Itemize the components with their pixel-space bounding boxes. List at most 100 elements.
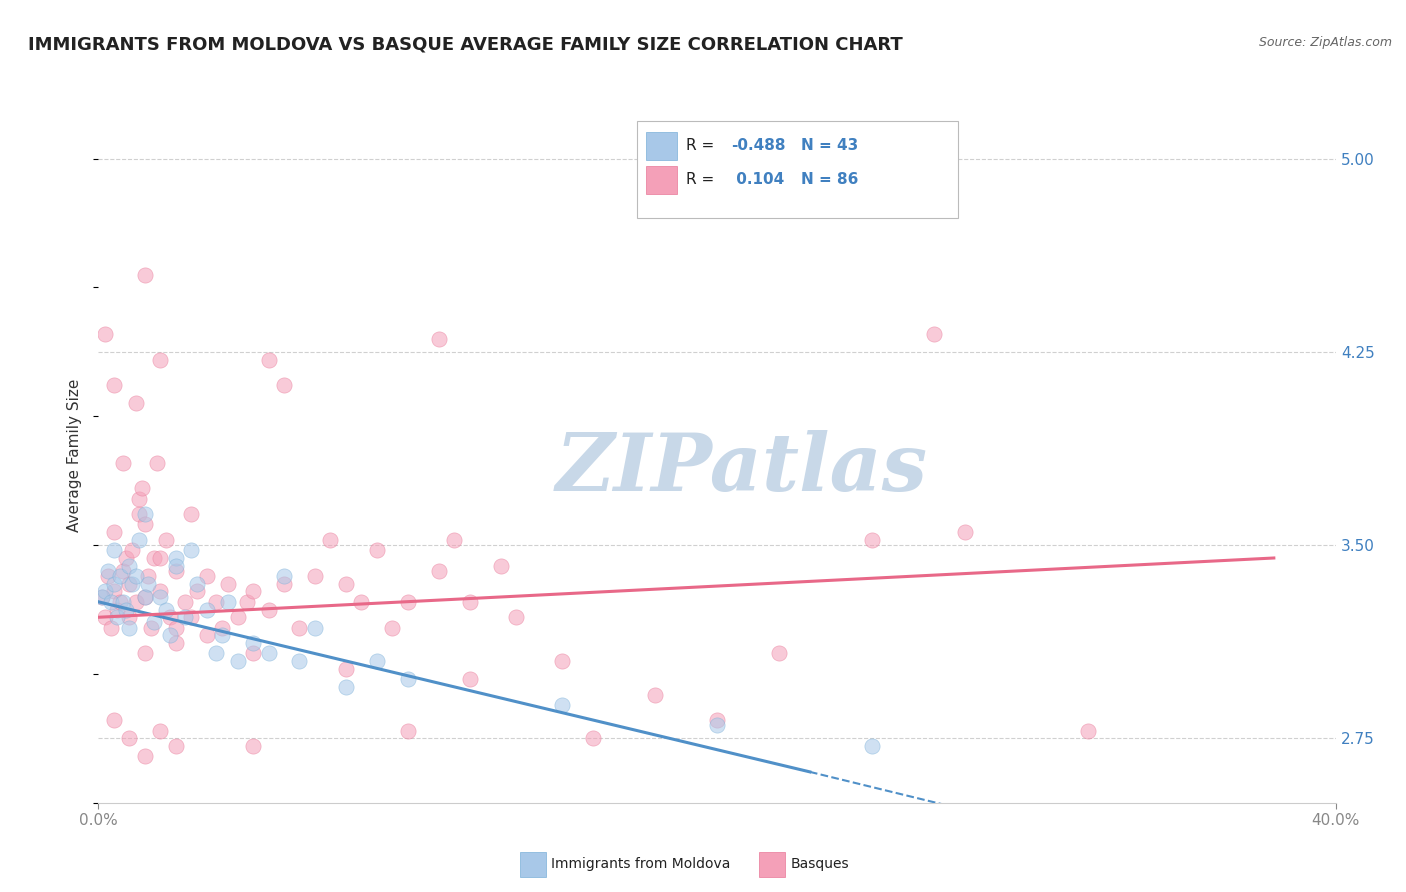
Point xyxy=(165,564,187,578)
Point xyxy=(90,590,112,604)
Point xyxy=(236,595,259,609)
Point xyxy=(103,714,125,728)
Point xyxy=(134,646,156,660)
Point xyxy=(139,621,162,635)
Text: Basques: Basques xyxy=(790,857,849,871)
Text: Source: ZipAtlas.com: Source: ZipAtlas.com xyxy=(1258,36,1392,49)
Point xyxy=(242,636,264,650)
Point xyxy=(121,576,143,591)
Point xyxy=(1077,723,1099,738)
Point xyxy=(90,590,112,604)
Point xyxy=(93,326,115,341)
Point xyxy=(103,543,125,558)
Point xyxy=(103,378,125,392)
Point xyxy=(143,551,166,566)
Point xyxy=(366,654,388,668)
Point xyxy=(97,569,120,583)
Point xyxy=(134,268,156,282)
Point xyxy=(396,723,419,738)
Text: ZIPatlas: ZIPatlas xyxy=(555,430,928,508)
Point xyxy=(174,610,197,624)
Point xyxy=(273,569,295,583)
Point xyxy=(489,558,512,573)
Point xyxy=(165,739,187,753)
Point xyxy=(211,621,233,635)
Point xyxy=(257,352,280,367)
Point xyxy=(134,517,156,532)
Point xyxy=(155,602,177,616)
Point xyxy=(128,491,150,506)
Point xyxy=(112,456,135,470)
Text: -0.488: -0.488 xyxy=(731,138,786,153)
Point xyxy=(304,569,326,583)
Point xyxy=(131,482,153,496)
Text: R =: R = xyxy=(686,138,718,153)
Point xyxy=(134,749,156,764)
Point xyxy=(121,543,143,558)
Point xyxy=(242,646,264,660)
Point xyxy=(953,525,976,540)
Point xyxy=(186,584,208,599)
Point xyxy=(128,507,150,521)
Point xyxy=(103,576,125,591)
Text: N = 86: N = 86 xyxy=(801,172,859,187)
Point xyxy=(195,569,218,583)
Point xyxy=(288,654,311,668)
Point xyxy=(427,332,450,346)
Point xyxy=(242,584,264,599)
Point xyxy=(165,551,187,566)
Point xyxy=(174,595,197,609)
Point xyxy=(551,698,574,712)
Point xyxy=(443,533,465,547)
Point xyxy=(226,610,249,624)
Point xyxy=(112,564,135,578)
Text: IMMIGRANTS FROM MOLDOVA VS BASQUE AVERAGE FAMILY SIZE CORRELATION CHART: IMMIGRANTS FROM MOLDOVA VS BASQUE AVERAG… xyxy=(28,36,903,54)
Point xyxy=(335,576,357,591)
Point xyxy=(273,576,295,591)
Point xyxy=(159,610,181,624)
Point xyxy=(195,628,218,642)
Text: N = 43: N = 43 xyxy=(801,138,859,153)
Point xyxy=(180,610,202,624)
Point xyxy=(205,646,228,660)
Point xyxy=(217,576,239,591)
Point xyxy=(103,584,125,599)
Point xyxy=(105,602,128,616)
Point xyxy=(159,628,181,642)
Point xyxy=(108,569,131,583)
Point xyxy=(396,595,419,609)
Point xyxy=(134,590,156,604)
Point xyxy=(143,615,166,630)
Point xyxy=(118,610,141,624)
Text: R =: R = xyxy=(686,172,718,187)
Point xyxy=(134,507,156,521)
Point xyxy=(118,621,141,635)
Point xyxy=(582,731,605,746)
Point xyxy=(149,584,172,599)
Point xyxy=(149,352,172,367)
Point xyxy=(155,533,177,547)
Point xyxy=(458,595,481,609)
Point xyxy=(396,672,419,686)
Point xyxy=(136,569,159,583)
Point xyxy=(115,551,138,566)
Point xyxy=(186,576,208,591)
Text: Immigrants from Moldova: Immigrants from Moldova xyxy=(551,857,731,871)
Point xyxy=(335,662,357,676)
Point xyxy=(165,636,187,650)
Point xyxy=(319,533,342,547)
Point xyxy=(118,576,141,591)
Point xyxy=(205,595,228,609)
Point xyxy=(112,595,135,609)
Point xyxy=(860,533,883,547)
Point xyxy=(304,621,326,635)
Point xyxy=(644,688,666,702)
Point xyxy=(103,525,125,540)
Point xyxy=(124,396,146,410)
Point xyxy=(165,558,187,573)
Point xyxy=(922,326,945,341)
Point xyxy=(124,595,146,609)
Point xyxy=(124,569,146,583)
Point xyxy=(134,590,156,604)
Point xyxy=(195,602,218,616)
